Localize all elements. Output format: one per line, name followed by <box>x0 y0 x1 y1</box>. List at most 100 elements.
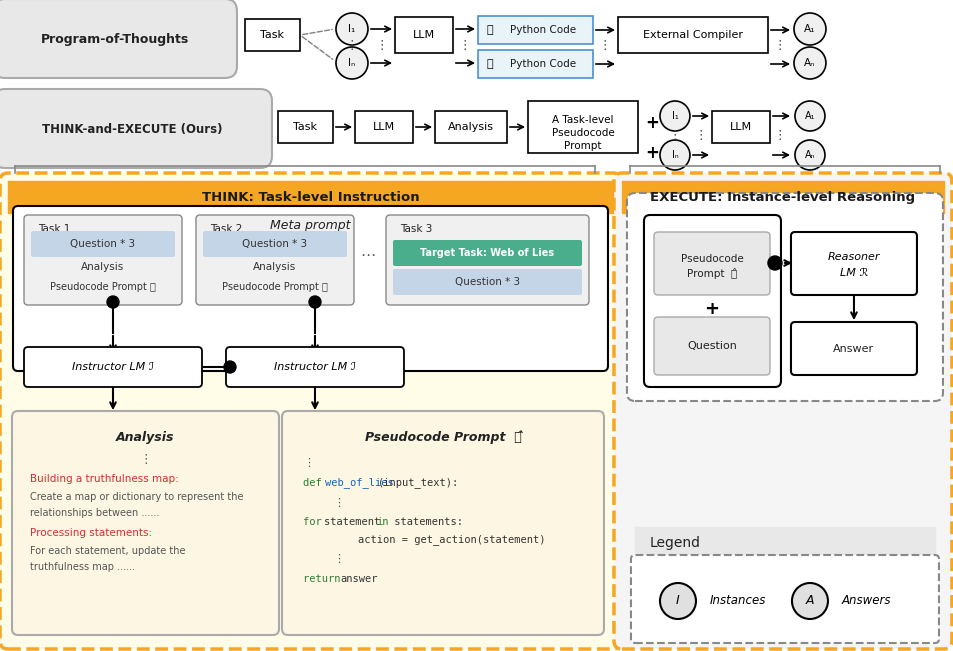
Text: Question: Question <box>686 341 736 351</box>
Text: Question * 3: Question * 3 <box>455 277 519 287</box>
FancyBboxPatch shape <box>477 16 593 44</box>
Text: Instructor LM ℐ: Instructor LM ℐ <box>71 362 153 372</box>
Text: ⋮: ⋮ <box>694 128 706 141</box>
Text: ⋮: ⋮ <box>773 40 785 53</box>
Text: relationships between ......: relationships between ...... <box>30 508 159 518</box>
Text: ⋯: ⋯ <box>480 234 493 247</box>
Text: Task: Task <box>293 122 316 132</box>
Text: Python Code: Python Code <box>510 25 576 35</box>
Text: ⋮: ⋮ <box>773 130 785 143</box>
Text: THINK-and-EXECUTE (Ours): THINK-and-EXECUTE (Ours) <box>42 122 222 135</box>
Text: I₁: I₁ <box>348 24 355 34</box>
FancyBboxPatch shape <box>435 111 506 143</box>
Text: ⋮: ⋮ <box>375 40 388 53</box>
Text: ⋮: ⋮ <box>333 498 344 508</box>
Text: Processing statements:: Processing statements: <box>30 528 152 538</box>
Text: Prompt: Prompt <box>563 141 601 151</box>
Text: Pseudocode: Pseudocode <box>679 254 742 264</box>
Text: Task 1: Task 1 <box>38 224 71 234</box>
Text: A Task-level: A Task-level <box>552 115 613 125</box>
Text: return: return <box>303 574 346 584</box>
Text: A: A <box>805 594 813 607</box>
Text: For each statement, update the: For each statement, update the <box>30 546 185 556</box>
Text: ⋮: ⋮ <box>345 40 358 53</box>
FancyBboxPatch shape <box>630 555 938 643</box>
Text: A₁: A₁ <box>804 111 815 121</box>
Text: Pseudocode Prompt 𝒫: Pseudocode Prompt 𝒫 <box>50 282 155 292</box>
Text: LLM: LLM <box>373 122 395 132</box>
FancyBboxPatch shape <box>355 111 413 143</box>
Text: action = get_action(statement): action = get_action(statement) <box>333 534 545 546</box>
FancyBboxPatch shape <box>13 206 607 371</box>
FancyBboxPatch shape <box>477 50 593 78</box>
Text: Building a truthfulness map:: Building a truthfulness map: <box>30 474 178 484</box>
Text: ⋮: ⋮ <box>139 452 152 465</box>
Text: Task 2: Task 2 <box>210 224 242 234</box>
Text: Iₙ: Iₙ <box>348 58 355 68</box>
Text: Create a map or dictionary to represent the: Create a map or dictionary to represent … <box>30 492 243 502</box>
Text: ⋮: ⋮ <box>303 458 314 468</box>
FancyBboxPatch shape <box>12 411 278 635</box>
Text: Task 3: Task 3 <box>399 224 432 234</box>
Text: +: + <box>644 144 659 162</box>
FancyBboxPatch shape <box>245 19 299 51</box>
Circle shape <box>107 296 119 308</box>
Text: Analysis: Analysis <box>116 430 174 443</box>
Text: Instructor LM ℐ: Instructor LM ℐ <box>274 362 355 372</box>
Text: statements:: statements: <box>388 517 462 527</box>
Text: +: + <box>703 300 719 318</box>
FancyBboxPatch shape <box>195 215 354 305</box>
Circle shape <box>309 296 320 308</box>
FancyBboxPatch shape <box>393 269 581 295</box>
Text: Legend: Legend <box>649 536 700 550</box>
Circle shape <box>659 140 689 170</box>
FancyBboxPatch shape <box>395 17 453 53</box>
Text: LLM: LLM <box>413 30 435 40</box>
Text: ⋮: ⋮ <box>458 40 471 53</box>
Text: LM ℛ: LM ℛ <box>839 268 867 278</box>
Text: for: for <box>303 517 328 527</box>
Text: ⋮: ⋮ <box>668 130 680 143</box>
Text: Python Code: Python Code <box>510 59 576 69</box>
Text: Aₙ: Aₙ <box>803 58 815 68</box>
FancyBboxPatch shape <box>393 240 581 266</box>
FancyBboxPatch shape <box>226 347 403 387</box>
Text: Aₙ: Aₙ <box>804 150 815 160</box>
Circle shape <box>224 361 235 373</box>
FancyBboxPatch shape <box>30 231 174 257</box>
Text: +: + <box>644 114 659 132</box>
Text: def: def <box>303 478 328 488</box>
FancyBboxPatch shape <box>654 232 769 295</box>
Text: Program-of-Thoughts: Program-of-Thoughts <box>41 33 189 46</box>
Circle shape <box>793 13 825 45</box>
FancyBboxPatch shape <box>282 411 603 635</box>
FancyBboxPatch shape <box>277 111 333 143</box>
Text: Pseudocode Prompt  𝒫̂: Pseudocode Prompt 𝒫̂ <box>364 430 520 444</box>
FancyBboxPatch shape <box>24 347 202 387</box>
Text: (input_text):: (input_text): <box>377 478 458 488</box>
Text: ⋮: ⋮ <box>333 554 344 564</box>
Text: Question * 3: Question * 3 <box>242 239 307 249</box>
Text: statement: statement <box>324 517 386 527</box>
FancyBboxPatch shape <box>635 527 934 559</box>
Text: Analysis: Analysis <box>448 122 494 132</box>
FancyBboxPatch shape <box>618 17 767 53</box>
FancyBboxPatch shape <box>790 232 916 295</box>
Text: truthfulness map ......: truthfulness map ...... <box>30 562 135 572</box>
Text: Pseudocode: Pseudocode <box>551 128 614 138</box>
Text: I: I <box>676 594 679 607</box>
FancyBboxPatch shape <box>626 193 942 401</box>
Text: Iₙ: Iₙ <box>671 150 678 160</box>
Circle shape <box>335 13 368 45</box>
Text: 🐍: 🐍 <box>486 59 493 69</box>
Circle shape <box>794 101 824 131</box>
Text: in: in <box>375 517 388 527</box>
Text: ⋮: ⋮ <box>598 40 611 53</box>
FancyBboxPatch shape <box>643 215 781 387</box>
Text: THINK: Task-level Instruction: THINK: Task-level Instruction <box>201 191 419 204</box>
Text: Analysis: Analysis <box>253 262 296 272</box>
FancyBboxPatch shape <box>0 173 620 649</box>
FancyBboxPatch shape <box>790 322 916 375</box>
Text: Target Task: Web of Lies: Target Task: Web of Lies <box>420 248 554 258</box>
Circle shape <box>791 583 827 619</box>
